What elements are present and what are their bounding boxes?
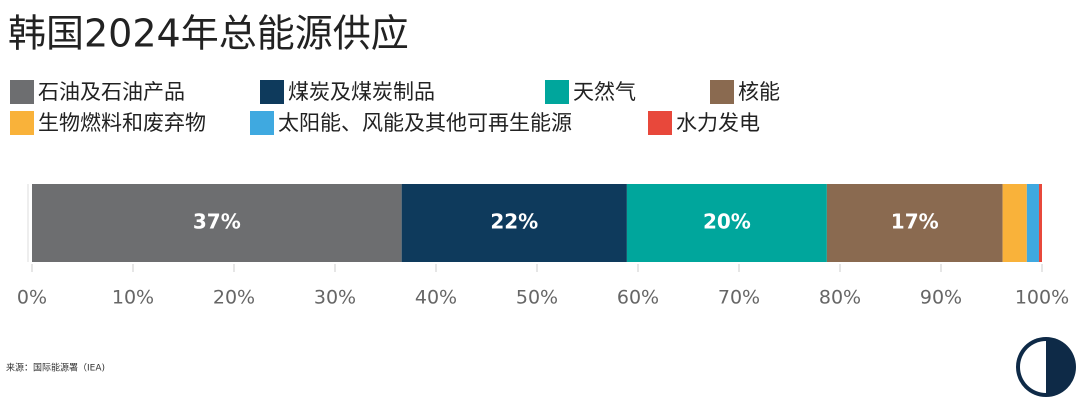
chart-title: 韩国2024年总能源供应 bbox=[8, 12, 409, 56]
legend-label: 水力发电 bbox=[676, 111, 760, 135]
x-tick-label: 90% bbox=[920, 287, 962, 309]
x-tick-label: 60% bbox=[617, 287, 659, 309]
legend-label: 天然气 bbox=[573, 80, 636, 104]
data-label: 37% bbox=[193, 210, 241, 234]
x-tick-label: 70% bbox=[718, 287, 760, 309]
data-label: 17% bbox=[891, 210, 939, 234]
legend-swatch bbox=[250, 111, 274, 135]
bar-segment bbox=[401, 184, 627, 262]
legend-swatch bbox=[545, 80, 569, 104]
legend-swatch bbox=[260, 80, 284, 104]
bar-segment bbox=[626, 184, 827, 262]
legend-label: 太阳能、风能及其他可再生能源 bbox=[278, 111, 572, 135]
bar-segment bbox=[1026, 184, 1039, 262]
data-label: 20% bbox=[703, 210, 751, 234]
bar-segment bbox=[32, 184, 402, 262]
legend-swatch bbox=[710, 80, 734, 104]
x-tick-label: 100% bbox=[1015, 287, 1069, 309]
legend-swatch bbox=[10, 111, 34, 135]
legend-swatch bbox=[10, 80, 34, 104]
x-tick-label: 30% bbox=[314, 287, 356, 309]
data-label: 22% bbox=[490, 210, 538, 234]
bar-segment bbox=[1038, 184, 1042, 262]
legend-label: 煤炭及煤炭制品 bbox=[288, 80, 435, 104]
x-tick-label: 50% bbox=[516, 287, 558, 309]
x-tick-label: 0% bbox=[17, 287, 47, 309]
x-tick-label: 80% bbox=[819, 287, 861, 309]
legend-swatch bbox=[648, 111, 672, 135]
logo-half bbox=[1020, 341, 1046, 393]
bar-segment bbox=[826, 184, 1003, 262]
x-tick-label: 40% bbox=[415, 287, 457, 309]
legend-label: 核能 bbox=[738, 80, 780, 104]
legend-label: 石油及石油产品 bbox=[38, 80, 185, 104]
source: 来源：国际能源署（IEA) bbox=[6, 362, 105, 374]
bar-segment bbox=[1002, 184, 1027, 262]
legend-label: 生物燃料和废弃物 bbox=[38, 111, 206, 135]
x-tick-label: 10% bbox=[112, 287, 154, 309]
x-tick-label: 20% bbox=[213, 287, 255, 309]
